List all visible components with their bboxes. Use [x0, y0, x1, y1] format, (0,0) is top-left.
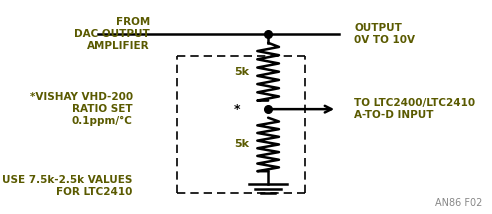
Text: *: *	[234, 103, 240, 116]
Text: FROM
DAC OUTPUT
AMPLIFIER: FROM DAC OUTPUT AMPLIFIER	[74, 17, 150, 51]
Text: USE 7.5k-2.5k VALUES
FOR LTC2410: USE 7.5k-2.5k VALUES FOR LTC2410	[2, 175, 133, 197]
Text: OUTPUT
0V TO 10V: OUTPUT 0V TO 10V	[354, 23, 415, 45]
Text: *VISHAY VHD-200
RATIO SET
0.1ppm/°C: *VISHAY VHD-200 RATIO SET 0.1ppm/°C	[30, 92, 133, 126]
Text: 5k: 5k	[234, 140, 248, 149]
Text: TO LTC2400/LTC2410
A-TO-D INPUT: TO LTC2400/LTC2410 A-TO-D INPUT	[354, 98, 475, 120]
Text: AN86 F02: AN86 F02	[435, 198, 482, 208]
Text: 5k: 5k	[234, 67, 248, 77]
